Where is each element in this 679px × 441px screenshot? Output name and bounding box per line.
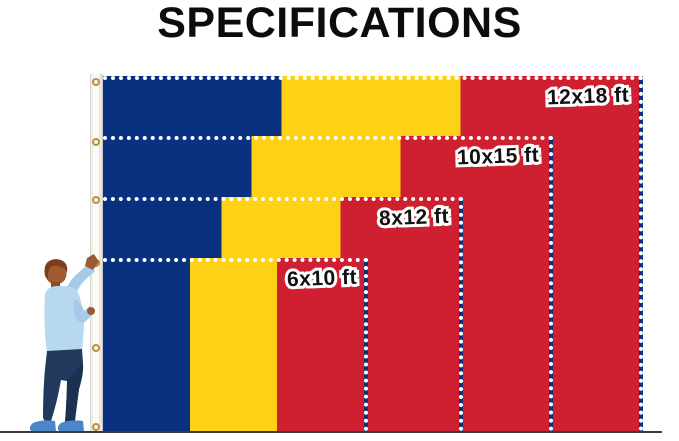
flag-size-label: 12x18 ft 12x18 ft bbox=[543, 81, 632, 113]
flag-size-label: 8x12 ft 8x12 ft bbox=[376, 202, 453, 233]
grommet-icon bbox=[92, 344, 100, 352]
man-touching-flagpole-icon bbox=[29, 254, 99, 431]
grommet-icon bbox=[92, 423, 100, 431]
person-illustration bbox=[22, 253, 100, 433]
grommet-icon bbox=[92, 78, 100, 86]
flag-size-label: 10x15 ft 10x15 ft bbox=[453, 141, 542, 173]
flag-size-label: 6x10 ft 6x10 ft bbox=[284, 263, 361, 294]
ground-line bbox=[0, 431, 662, 433]
flag-6x10: 6x10 ft 6x10 ft bbox=[103, 258, 368, 431]
grommet-icon bbox=[92, 196, 100, 204]
grommet-icon bbox=[92, 138, 100, 146]
pole-sleeve bbox=[90, 74, 103, 431]
page-title: SPECIFICATIONS bbox=[157, 0, 522, 47]
